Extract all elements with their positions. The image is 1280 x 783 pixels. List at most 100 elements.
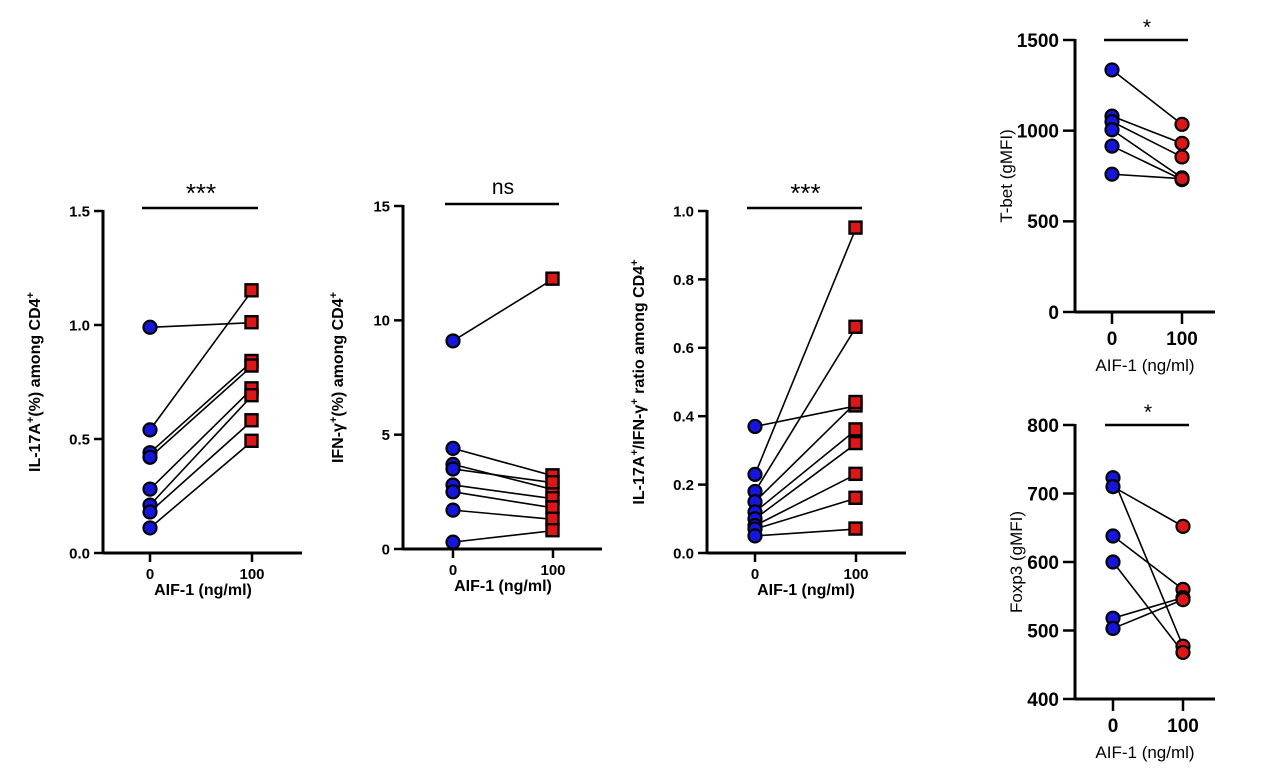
y-tick-label: 1500 (1017, 31, 1059, 52)
x-tick-label: 0 (1108, 716, 1119, 737)
pair-line (149, 440, 253, 529)
x-axis-title: AIF-1 (ng/ml) (1095, 743, 1194, 762)
x-tick-label: 100 (843, 566, 868, 583)
treated-point (1174, 171, 1190, 187)
y-axis-title: T-bet (gMFI) (997, 129, 1016, 223)
superscript-plus: + (25, 417, 37, 423)
significance-label: * (1144, 401, 1152, 424)
pair-line (754, 497, 857, 530)
y-tick-label: 5 (382, 427, 390, 444)
superscript-plus: + (629, 398, 641, 404)
panel-tbet: 0 500 1000 1500 0 100 AIF-1 (ng/ml) T-bet (gMFI… (997, 16, 1215, 375)
pair-line (754, 326, 857, 492)
treated-point (848, 521, 863, 536)
y-axis-title-part: (%) among CD4 (330, 298, 347, 416)
pair-line (1111, 129, 1183, 179)
treated-point (244, 283, 259, 298)
x-axis-title: AIF-1 (ng/ml) (1095, 356, 1194, 375)
y-axis-title-part: T-bet (gMFI) (997, 129, 1016, 223)
pair-line (754, 429, 857, 513)
control-point (142, 449, 158, 465)
pair-line (754, 405, 857, 428)
control-point (1104, 166, 1120, 182)
pair-line (149, 321, 253, 329)
y-tick-label: 10 (373, 313, 390, 330)
control-point (142, 481, 158, 497)
control-point (747, 528, 763, 544)
panel-foxp3: 400 500 600 700 800 0 100 AIF-1 (ng/ml) Foxp3 (g… (1007, 401, 1215, 762)
control-point (1104, 62, 1120, 78)
control-point (445, 333, 461, 349)
pair-line (149, 395, 253, 506)
control-point (747, 466, 763, 482)
treated-point (244, 358, 259, 373)
y-tick-label: 600 (1027, 553, 1059, 574)
y-tick-label: 0.8 (673, 272, 694, 289)
y-axis-title-part: IL-17A (631, 455, 648, 504)
control-point (445, 440, 461, 456)
control-point (747, 418, 763, 435)
x-tick-label: 100 (540, 562, 565, 579)
pair-line (149, 290, 253, 431)
y-axis-title: IL-17A+/IFN-γ+ ratio among CD4+ (629, 259, 648, 504)
control-point (1104, 122, 1120, 138)
y-tick-label: 800 (1027, 416, 1059, 437)
significance-label: ns (492, 176, 514, 199)
treated-point (1175, 644, 1191, 661)
x-axis-title: AIF-1 (ng/ml) (454, 578, 552, 595)
pair-line (1112, 598, 1184, 630)
y-axis-title: Foxp3 (gMFI) (1007, 511, 1026, 613)
y-tick-label: 700 (1027, 484, 1059, 505)
superscript-plus: + (25, 292, 37, 298)
superscript-plus: + (629, 449, 641, 455)
pair-line (1111, 120, 1183, 158)
treated-point (545, 523, 560, 538)
y-tick-label: 15 (373, 198, 390, 215)
pair-line (149, 360, 253, 454)
y-tick-label: 0 (382, 541, 390, 558)
pair-line (452, 491, 554, 509)
y-tick-label: 400 (1027, 690, 1059, 711)
treated-point (848, 319, 863, 334)
pair-line (1111, 69, 1183, 125)
treated-point (244, 315, 259, 330)
control-point (142, 319, 158, 335)
pair-line (754, 227, 857, 475)
pair-line (149, 365, 253, 458)
x-tick-label: 0 (449, 562, 457, 579)
y-axis-title-part: Foxp3 (gMFI) (1007, 511, 1026, 613)
treated-point (848, 466, 863, 482)
treated-point (848, 394, 863, 410)
superscript-plus: + (629, 259, 641, 265)
pair-line (1112, 596, 1184, 619)
significance-label: *** (186, 178, 216, 208)
control-point (1104, 138, 1120, 154)
x-tick-label: 100 (239, 566, 264, 583)
x-tick-label: 0 (751, 566, 759, 583)
pair-line (452, 509, 554, 521)
pair-line (754, 528, 857, 537)
treated-point (848, 220, 863, 235)
pair-line (754, 442, 857, 520)
control-point (445, 502, 461, 518)
pair-line (1112, 485, 1184, 528)
pair-line (1111, 115, 1183, 145)
control-point (142, 422, 158, 438)
x-tick-label: 100 (1166, 329, 1198, 350)
treated-point (1175, 518, 1191, 534)
control-point (1105, 620, 1121, 637)
y-axis-title-part: ratio among CD4 (631, 266, 648, 399)
treated-point (545, 474, 560, 490)
treated-point (244, 433, 259, 448)
control-point (445, 461, 461, 477)
y-tick-label: 0.5 (69, 431, 90, 448)
treated-point (848, 435, 863, 451)
pair-line (1112, 535, 1184, 591)
significance-label: * (1143, 16, 1151, 39)
y-tick-label: 0.0 (673, 545, 694, 562)
y-tick-label: 0.4 (673, 409, 695, 426)
treated-point (1175, 592, 1191, 608)
